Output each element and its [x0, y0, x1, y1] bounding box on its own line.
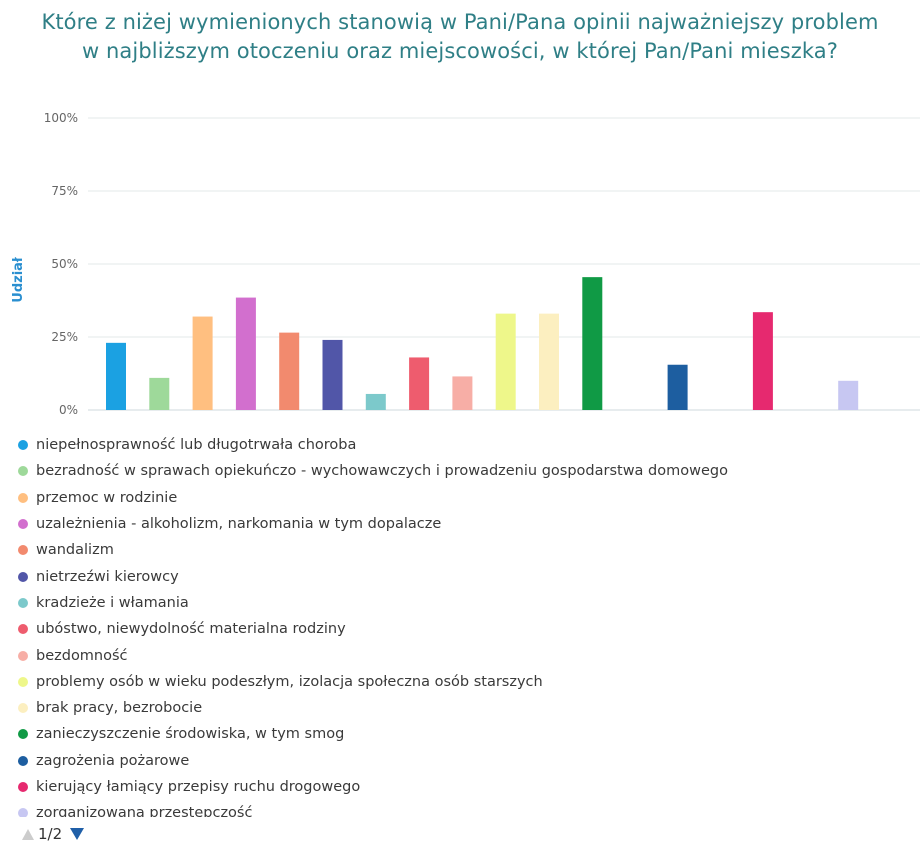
bar	[235, 297, 256, 410]
legend-dot-icon	[18, 571, 28, 582]
legend-item[interactable]: zorganizowana przestępczość	[18, 800, 898, 817]
legend-dot-icon	[18, 808, 28, 817]
legend-item[interactable]: kradzieże i włamania	[18, 590, 898, 616]
legend-item[interactable]: bezdomność	[18, 642, 898, 668]
legend-item[interactable]: wandalizm	[18, 537, 898, 563]
legend-label: niepełnosprawność lub długotrwała chorob…	[36, 437, 357, 454]
legend-label: bezradność w sprawach opiekuńczo - wycho…	[36, 463, 728, 480]
chart-title: Które z niżej wymienionych stanowią w Pa…	[0, 8, 920, 66]
legend-item[interactable]: niepełnosprawność lub długotrwała chorob…	[18, 432, 898, 458]
legend-label: uzależnienia - alkoholizm, narkomania w …	[36, 516, 442, 533]
legend-label: zanieczyszczenie środowiska, w tym smog	[36, 726, 345, 743]
legend-dot-icon	[18, 729, 28, 740]
y-tick-label: 100%	[44, 111, 78, 125]
legend-label: przemoc w rodzinie	[36, 489, 178, 506]
legend-dot-icon	[18, 440, 28, 451]
legend-page-up-arrow-icon[interactable]	[22, 828, 34, 840]
bar	[752, 312, 773, 410]
legend-item[interactable]: nietrzeźwi kierowcy	[18, 563, 898, 589]
y-tick-label: 25%	[51, 330, 78, 344]
y-tick-label: 75%	[51, 184, 78, 198]
legend-item[interactable]: bezradność w sprawach opiekuńczo - wycho…	[18, 458, 898, 484]
legend-item[interactable]: kierujący łamiący przepisy ruchu drogowe…	[18, 774, 898, 800]
legend-dot-icon	[18, 545, 28, 556]
legend-page-down-arrow-icon[interactable]	[70, 828, 85, 840]
legend-dot-icon	[18, 703, 28, 714]
chart-title-line-1: Które z niżej wymienionych stanowią w Pa…	[41, 10, 879, 34]
legend-page-indicator: 1/2	[38, 825, 63, 843]
bar	[582, 277, 603, 410]
legend-label: zorganizowana przestępczość	[36, 805, 253, 817]
bar	[149, 377, 170, 410]
legend-dot-icon	[18, 492, 28, 503]
legend-dot-icon	[18, 782, 28, 792]
legend-dot-icon	[18, 519, 28, 530]
legend-label: zagrożenia pożarowe	[36, 752, 190, 769]
legend-label: wandalizm	[36, 542, 114, 559]
bar	[452, 376, 473, 410]
legend-item[interactable]: przemoc w rodzinie	[18, 485, 898, 511]
y-tick-label: 0%	[59, 403, 78, 417]
bar	[495, 313, 516, 410]
bar	[192, 316, 213, 410]
chart-legend: niepełnosprawność lub długotrwała chorob…	[18, 432, 898, 817]
bar	[667, 364, 688, 410]
legend-label: kierujący łamiący przepisy ruchu drogowe…	[36, 779, 361, 795]
legend-dot-icon	[18, 650, 28, 661]
legend-dot-icon	[18, 466, 28, 477]
legend-item[interactable]: zagrożenia pożarowe	[18, 748, 898, 774]
bar	[106, 342, 126, 410]
bar	[539, 313, 559, 410]
legend-dot-icon	[18, 755, 28, 766]
legend-item[interactable]: problemy osób w wieku podeszłym, izolacj…	[18, 669, 898, 695]
bar	[838, 380, 859, 410]
legend-dot-icon	[18, 624, 28, 635]
legend-label: ubóstwo, niewydolność materialna rodziny	[36, 621, 346, 638]
legend-label: problemy osób w wieku podeszłym, izolacj…	[36, 673, 543, 690]
legend-dot-icon	[18, 676, 28, 687]
y-axis-label: Udział	[11, 256, 26, 303]
bar	[279, 332, 300, 410]
bar	[365, 393, 386, 410]
y-tick-label: 50%	[51, 257, 78, 271]
bar	[409, 357, 430, 410]
legend-item[interactable]: ubóstwo, niewydolność materialna rodziny	[18, 616, 898, 642]
legend-label: kradzieże i włamania	[36, 594, 189, 611]
legend-item[interactable]: uzależnienia - alkoholizm, narkomania w …	[18, 511, 898, 537]
legend-label: brak pracy, bezrobocie	[36, 700, 203, 717]
legend-item[interactable]: brak pracy, bezrobocie	[18, 695, 898, 721]
bar	[322, 339, 343, 410]
bar-chart: 0% 25% 50% 75% 100% Udział	[11, 111, 920, 417]
legend-pager: 1/2	[22, 824, 85, 844]
legend-label: bezdomność	[36, 647, 128, 664]
legend-label: nietrzeźwi kierowcy	[36, 568, 179, 585]
chart-title-line-2: w najbliższym otoczeniu oraz miejscowośc…	[81, 39, 839, 63]
legend-dot-icon	[18, 597, 28, 608]
legend-item[interactable]: zanieczyszczenie środowiska, w tym smog	[18, 721, 898, 747]
